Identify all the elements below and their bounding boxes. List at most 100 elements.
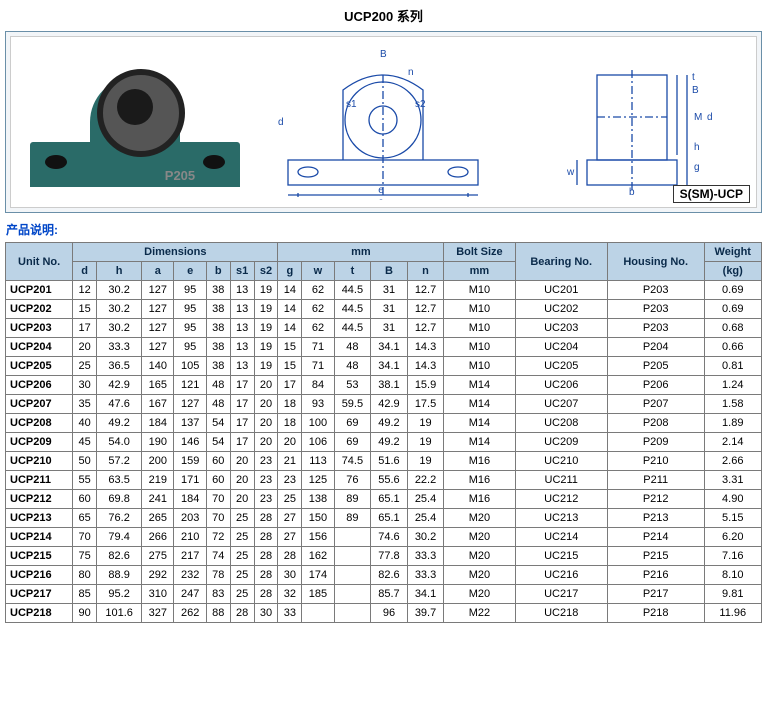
cell-b: 38 — [206, 357, 230, 376]
cell-w: 156 — [302, 528, 334, 547]
table-row: UCP2115563.5219171602023231257655.622.2M… — [6, 471, 762, 490]
cell-w: 185 — [302, 585, 334, 604]
col-a: a — [142, 262, 174, 281]
cell-a: 127 — [142, 300, 174, 319]
table-row: UCP2084049.2184137541720181006949.219M14… — [6, 414, 762, 433]
cell-e: 262 — [174, 604, 206, 623]
cell-g: 25 — [278, 490, 302, 509]
spec-table: Unit No. Dimensions mm Bolt Size Bearing… — [5, 242, 762, 623]
cell-wt: 0.69 — [704, 281, 762, 300]
cell-t — [334, 604, 371, 623]
cell-b: 60 — [206, 452, 230, 471]
cell-b: 60 — [206, 471, 230, 490]
cell-t: 44.5 — [334, 319, 371, 338]
cell-b: 38 — [206, 281, 230, 300]
cell-w: 71 — [302, 338, 334, 357]
cell-s2: 19 — [254, 300, 278, 319]
cell-b: 74 — [206, 547, 230, 566]
svg-text:d: d — [278, 117, 284, 128]
cell-h: 57.2 — [97, 452, 142, 471]
cell-bear: UC208 — [515, 414, 607, 433]
cell-s1: 17 — [230, 395, 254, 414]
table-row: UCP2042033.31279538131915714834.114.3M10… — [6, 338, 762, 357]
diagram-model-label: S(SM)-UCP — [673, 185, 750, 203]
cell-h: 101.6 — [97, 604, 142, 623]
cell-bear: UC205 — [515, 357, 607, 376]
cell-e: 95 — [174, 281, 206, 300]
cell-t — [334, 528, 371, 547]
cell-n: 30.2 — [407, 528, 444, 547]
cell-s1: 25 — [230, 547, 254, 566]
cell-n: 22.2 — [407, 471, 444, 490]
col-housing: Housing No. — [607, 243, 704, 281]
cell-s1: 13 — [230, 338, 254, 357]
cell-unit: UCP204 — [6, 338, 73, 357]
cell-b: 48 — [206, 376, 230, 395]
cell-e: 137 — [174, 414, 206, 433]
cell-w: 150 — [302, 509, 334, 528]
diagram-inner: P205 B n s1 s2 — [10, 36, 757, 208]
cell-b: 38 — [206, 338, 230, 357]
cell-s2: 23 — [254, 490, 278, 509]
cell-d: 60 — [73, 490, 97, 509]
cell-s2: 28 — [254, 528, 278, 547]
cell-n: 12.7 — [407, 300, 444, 319]
cell-wt: 8.10 — [704, 566, 762, 585]
cell-g: 14 — [278, 319, 302, 338]
cell-e: 184 — [174, 490, 206, 509]
cell-bear: UC218 — [515, 604, 607, 623]
cell-hous: P204 — [607, 338, 704, 357]
cell-hous: P206 — [607, 376, 704, 395]
cell-bear: UC201 — [515, 281, 607, 300]
cell-wt: 2.14 — [704, 433, 762, 452]
cell-s1: 20 — [230, 452, 254, 471]
cell-B: 74.6 — [371, 528, 408, 547]
cell-w: 62 — [302, 319, 334, 338]
cell-g: 17 — [278, 376, 302, 395]
cell-s2: 28 — [254, 547, 278, 566]
cell-g: 21 — [278, 452, 302, 471]
cell-s1: 17 — [230, 414, 254, 433]
cell-bolt: M16 — [444, 471, 515, 490]
cell-s2: 20 — [254, 395, 278, 414]
col-weight: Weight — [704, 243, 762, 262]
cell-unit: UCP206 — [6, 376, 73, 395]
cell-e: 232 — [174, 566, 206, 585]
cell-d: 17 — [73, 319, 97, 338]
cell-wt: 2.66 — [704, 452, 762, 471]
table-row: UCP2147079.42662107225282715674.630.2M20… — [6, 528, 762, 547]
cell-w: 138 — [302, 490, 334, 509]
cell-hous: P215 — [607, 547, 704, 566]
cell-wt: 6.20 — [704, 528, 762, 547]
table-row: UCP2052536.514010538131915714834.114.3M1… — [6, 357, 762, 376]
cell-bear: UC207 — [515, 395, 607, 414]
cell-unit: UCP214 — [6, 528, 73, 547]
cell-b: 83 — [206, 585, 230, 604]
col-t: t — [334, 262, 371, 281]
diagram-container: P205 B n s1 s2 — [5, 31, 762, 213]
cell-h: 95.2 — [97, 585, 142, 604]
cell-B: 65.1 — [371, 490, 408, 509]
col-h: h — [97, 262, 142, 281]
cell-g: 14 — [278, 300, 302, 319]
cell-B: 49.2 — [371, 433, 408, 452]
cell-bear: UC204 — [515, 338, 607, 357]
cell-bear: UC212 — [515, 490, 607, 509]
table-row: UCP2126069.8241184702023251388965.125.4M… — [6, 490, 762, 509]
cell-e: 217 — [174, 547, 206, 566]
cell-a: 265 — [142, 509, 174, 528]
cell-e: 95 — [174, 300, 206, 319]
cell-B: 65.1 — [371, 509, 408, 528]
spec-table-head: Unit No. Dimensions mm Bolt Size Bearing… — [6, 243, 762, 281]
svg-text:s1: s1 — [346, 99, 357, 110]
cell-h: 63.5 — [97, 471, 142, 490]
cell-hous: P203 — [607, 319, 704, 338]
cell-B: 38.1 — [371, 376, 408, 395]
cell-hous: P210 — [607, 452, 704, 471]
cell-w: 125 — [302, 471, 334, 490]
col-weight-unit: (kg) — [704, 262, 762, 281]
cell-bear: UC210 — [515, 452, 607, 471]
cell-s2: 19 — [254, 281, 278, 300]
cell-s1: 13 — [230, 357, 254, 376]
cell-unit: UCP210 — [6, 452, 73, 471]
